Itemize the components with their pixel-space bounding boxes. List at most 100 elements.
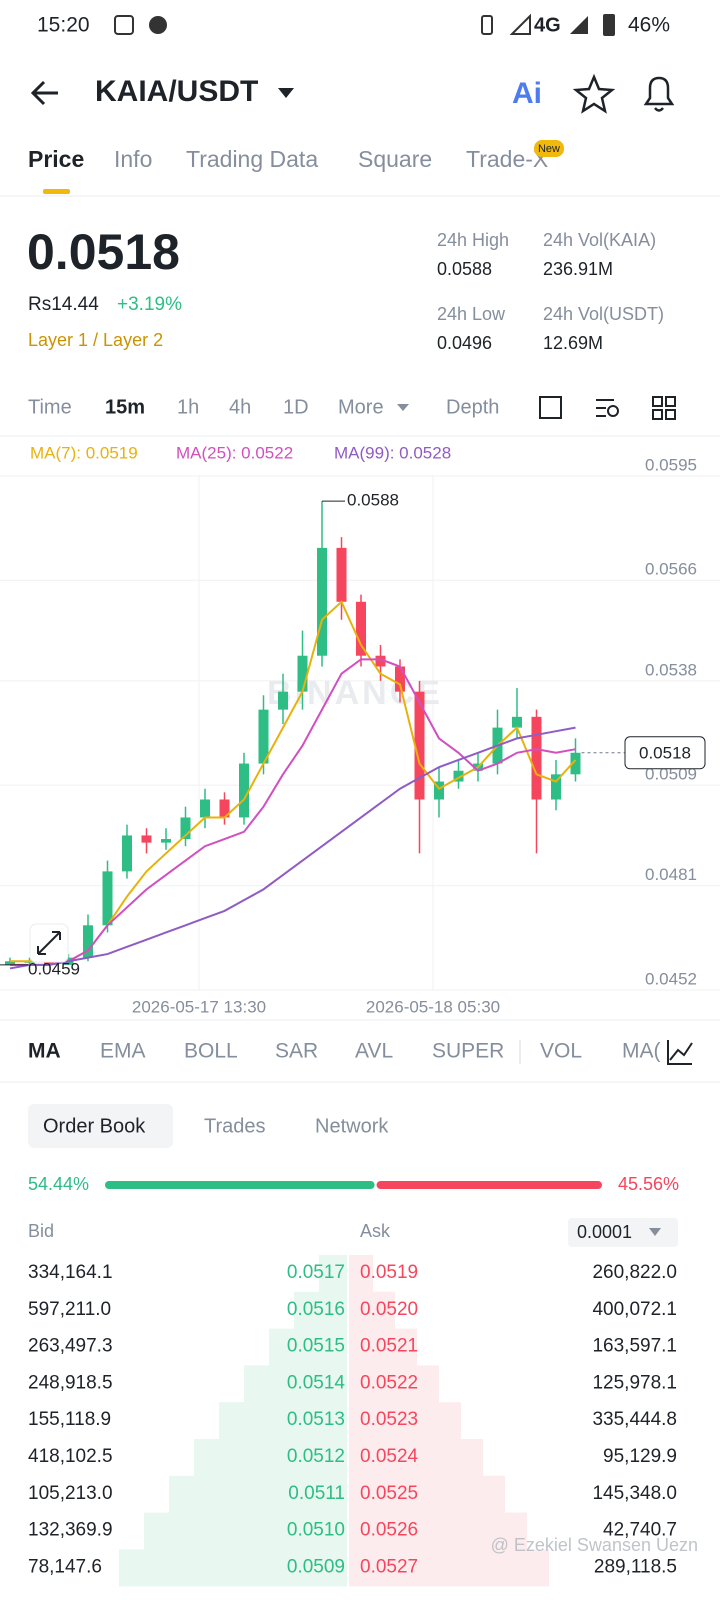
candle-body — [219, 799, 230, 818]
tab[interactable]: Square — [358, 146, 432, 172]
pair-title[interactable]: KAIA/USDT — [95, 75, 258, 108]
candle-body — [141, 835, 152, 843]
bid-depth — [294, 1291, 347, 1329]
chart-tool-button[interactable] — [539, 396, 562, 419]
chart-settings-button[interactable] — [596, 399, 614, 417]
order-book-tab[interactable]: Network — [315, 1115, 389, 1137]
indicator-settings[interactable] — [667, 1040, 693, 1065]
y-tick-label: 0.0538 — [645, 660, 697, 679]
pair-dropdown[interactable] — [278, 88, 294, 98]
ask-price[interactable]: 0.0519 — [360, 1262, 418, 1283]
bid-depth — [194, 1439, 347, 1476]
bid-depth — [269, 1328, 347, 1366]
tab[interactable]: Trading Data — [186, 146, 318, 172]
ask-quantity: 335,444.8 — [592, 1409, 677, 1430]
tab[interactable]: Price — [28, 146, 84, 172]
indicator-tab[interactable]: MA — [28, 1040, 61, 1063]
step-dropdown[interactable] — [568, 1218, 678, 1247]
ai-button[interactable]: Ai — [512, 77, 542, 110]
ask-price[interactable]: 0.0527 — [360, 1556, 418, 1577]
y-tick-label: 0.0595 — [645, 455, 697, 474]
bid-price[interactable]: 0.0513 — [287, 1409, 345, 1430]
x-tick-label: 2026-05-18 05:30 — [366, 997, 500, 1016]
tab[interactable]: Info — [114, 146, 152, 172]
alert-button[interactable] — [643, 76, 675, 112]
bid-header: Bid — [28, 1221, 54, 1241]
ask-depth — [349, 1402, 461, 1440]
sector-tag[interactable]: Layer 1 / Layer 2 — [28, 330, 163, 350]
candle-body — [551, 774, 561, 800]
indicator-tab[interactable]: SAR — [275, 1040, 318, 1063]
step-caret — [649, 1228, 661, 1236]
candle-body — [122, 835, 132, 872]
ask-price[interactable]: 0.0522 — [360, 1372, 418, 1393]
watermark: @ Ezekiel Swansen Uezn — [491, 1535, 698, 1555]
bid-price[interactable]: 0.0510 — [287, 1520, 345, 1541]
bid-quantity: 132,369.9 — [28, 1520, 113, 1541]
ask-price[interactable]: 0.0521 — [360, 1336, 418, 1357]
ask-price[interactable]: 0.0524 — [360, 1446, 419, 1467]
order-book-tab[interactable]: Trades — [204, 1115, 266, 1137]
min-marker: 0.0459 — [28, 959, 80, 978]
timeframe[interactable]: 4h — [229, 396, 251, 418]
ask-quantity: 260,822.0 — [592, 1262, 677, 1283]
stat-label: 24h Low — [437, 304, 506, 324]
fade — [690, 1036, 720, 1068]
candle-body — [44, 961, 54, 965]
bid-price[interactable]: 0.0515 — [287, 1336, 345, 1357]
bid-depth — [119, 1549, 347, 1587]
timeframe[interactable]: Depth — [446, 396, 499, 418]
bid-quantity: 418,102.5 — [28, 1446, 113, 1467]
candle-body — [180, 817, 191, 840]
bid-price[interactable]: 0.0512 — [287, 1446, 345, 1467]
ask-price[interactable]: 0.0520 — [360, 1299, 418, 1320]
candle-body — [297, 655, 308, 692]
ask-depth — [349, 1512, 527, 1550]
bid-quantity: 334,164.1 — [28, 1262, 113, 1283]
bid-price[interactable]: 0.0509 — [287, 1556, 345, 1577]
ask-depth — [349, 1291, 395, 1329]
y-tick-label: 0.0566 — [645, 560, 697, 579]
max-marker: 0.0588 — [347, 491, 399, 510]
candle-body — [239, 763, 249, 818]
bid-quantity: 78,147.6 — [28, 1556, 102, 1577]
candle-body — [336, 547, 347, 602]
indicator-tab[interactable]: AVL — [355, 1040, 393, 1063]
ask-price[interactable]: 0.0526 — [360, 1520, 418, 1541]
timeframe[interactable]: More — [338, 396, 384, 418]
status-icon — [114, 15, 134, 35]
layout-button[interactable] — [652, 396, 676, 420]
ask-depth — [349, 1549, 549, 1587]
ask-price[interactable]: 0.0525 — [360, 1483, 418, 1504]
chart-settings-button[interactable] — [607, 405, 619, 417]
ask-depth — [349, 1328, 417, 1366]
indicator-tab[interactable]: EMA — [100, 1040, 146, 1063]
bid-price[interactable]: 0.0516 — [287, 1299, 345, 1320]
indicator-tab[interactable]: MA( — [622, 1040, 661, 1063]
indicator-tab[interactable]: SUPER — [432, 1040, 504, 1063]
ask-depth — [349, 1255, 373, 1292]
indicator-tab[interactable]: BOLL — [184, 1040, 238, 1063]
timeframe[interactable]: Time — [28, 396, 72, 418]
order-book-tab[interactable]: Order Book — [43, 1115, 146, 1137]
candle-body — [512, 716, 522, 728]
ask-quantity: 400,072.1 — [592, 1299, 677, 1320]
bid-price[interactable]: 0.0517 — [287, 1262, 345, 1283]
new-badge-text: New — [538, 143, 560, 155]
bid-quantity: 155,118.9 — [28, 1409, 111, 1430]
timeframe[interactable]: 1D — [283, 396, 309, 418]
candle-body — [356, 601, 366, 656]
bid-price[interactable]: 0.0511 — [288, 1483, 345, 1504]
ask-price[interactable]: 0.0523 — [360, 1409, 418, 1430]
ask-depth — [349, 1365, 439, 1403]
back-button[interactable] — [30, 80, 58, 106]
timeframe[interactable]: 15m — [105, 396, 145, 418]
more-dropdown[interactable] — [397, 404, 409, 411]
vibrate-icon — [481, 15, 493, 35]
timeframe[interactable]: 1h — [177, 396, 199, 418]
favorite-button[interactable] — [572, 73, 616, 114]
bid-price[interactable]: 0.0514 — [287, 1372, 346, 1393]
price-change: +3.19% — [117, 294, 182, 315]
indicator-tab[interactable]: VOL — [540, 1040, 582, 1063]
